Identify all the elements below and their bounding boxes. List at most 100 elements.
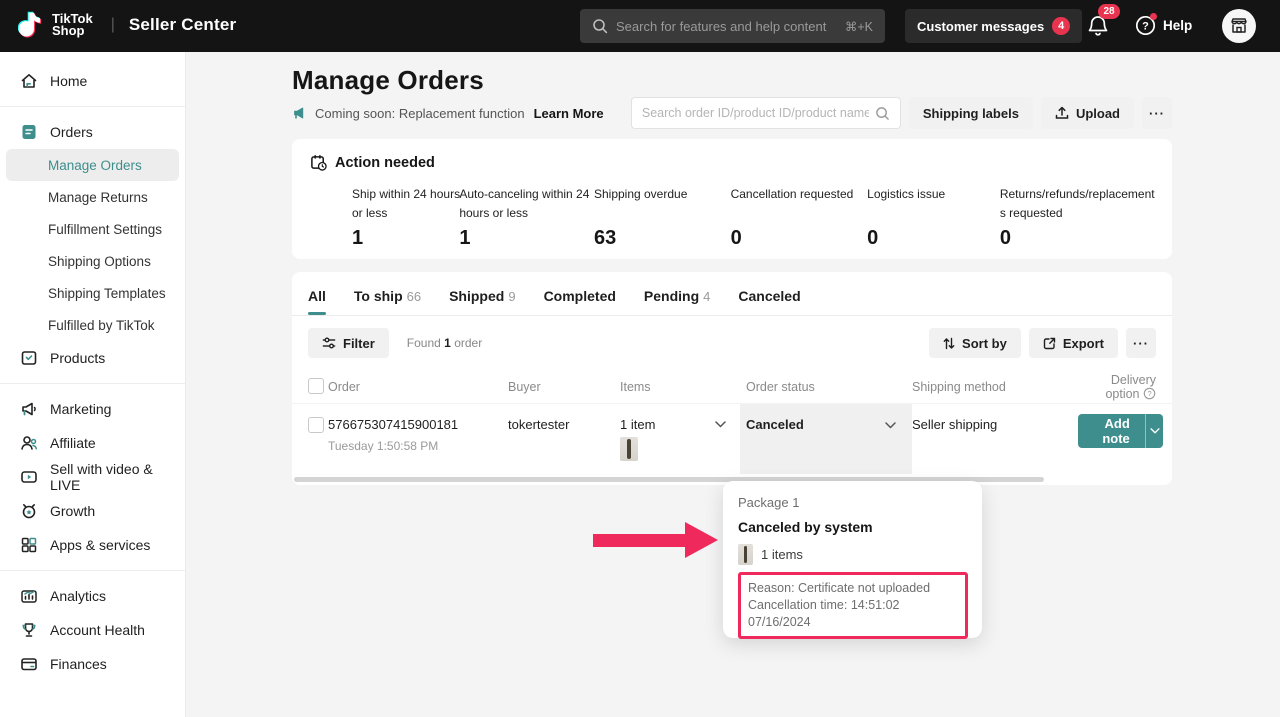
sidebar-label: Finances <box>50 656 107 672</box>
sidebar-divider <box>0 570 185 571</box>
sidebar: Home Orders Manage Orders Manage Returns… <box>0 52 186 717</box>
search-icon <box>593 19 608 34</box>
question-circle-icon[interactable]: ? <box>1143 387 1156 400</box>
stat-logistics-issue[interactable]: Logistics issue 0 <box>867 185 1000 250</box>
product-thumbnail[interactable] <box>620 437 638 461</box>
upload-button[interactable]: Upload <box>1040 97 1134 129</box>
export-button[interactable]: Export <box>1028 328 1118 358</box>
logo-divider: | <box>110 16 115 33</box>
help-button[interactable]: ? Help <box>1135 13 1192 36</box>
column-buyer: Buyer <box>508 379 541 394</box>
tab-label: All <box>308 288 326 304</box>
customer-messages-button[interactable]: Customer messages 4 <box>905 9 1083 43</box>
stat-label: Shipping overdue <box>593 187 688 201</box>
sidebar-label: Account Health <box>50 622 145 638</box>
stat-label: Cancellation requested <box>730 187 854 201</box>
sidebar-sub-label: Shipping Templates <box>48 285 166 301</box>
sidebar-item-fulfillment-settings[interactable]: Fulfillment Settings <box>6 213 179 245</box>
items-cell[interactable]: 1 item <box>620 404 740 461</box>
sidebar-item-shipping-templates[interactable]: Shipping Templates <box>6 277 179 309</box>
sidebar-item-sell-with-video-live[interactable]: Sell with video & LIVE <box>0 460 185 494</box>
search-icon <box>876 106 889 120</box>
sidebar-item-account-health[interactable]: Account Health <box>0 613 185 647</box>
stat-cancellation-requested[interactable]: Cancellation requested 0 <box>731 185 868 250</box>
customer-messages-badge: 4 <box>1052 17 1071 35</box>
tab-all[interactable]: All <box>308 288 326 315</box>
chevron-down-icon[interactable] <box>885 422 896 429</box>
order-search-input[interactable] <box>641 106 869 120</box>
filter-button[interactable]: Filter <box>308 328 389 358</box>
tab-to-ship[interactable]: To ship 66 <box>354 288 421 315</box>
shipping-labels-button[interactable]: Shipping labels <box>908 97 1033 129</box>
chevron-down-icon[interactable] <box>715 421 726 428</box>
export-icon <box>1043 337 1056 349</box>
logo-line1: TikTok <box>52 10 93 26</box>
stat-shipping-overdue[interactable]: Shipping overdue 63 <box>594 185 731 250</box>
sidebar-item-manage-orders[interactable]: Manage Orders <box>6 149 179 181</box>
notifications-bell-icon[interactable] <box>1086 14 1110 38</box>
found-orders-text: Found 1 order <box>406 336 483 350</box>
column-shipping-method: Shipping method <box>912 379 1006 394</box>
stat-returns-refunds[interactable]: Returns/refunds/replacements requested 0 <box>1000 185 1155 250</box>
stat-ship-within-24h[interactable]: Ship within 24 hours or less 1 <box>352 185 460 250</box>
toolbar-more-button[interactable]: ··· <box>1126 328 1156 358</box>
product-thumbnail <box>738 544 753 565</box>
sidebar-label: Marketing <box>50 401 112 417</box>
order-id[interactable]: 576675307415900181 <box>328 417 459 432</box>
sort-by-button[interactable]: Sort by <box>929 328 1021 358</box>
sidebar-item-growth[interactable]: Growth <box>0 494 185 528</box>
sidebar-item-shipping-options[interactable]: Shipping Options <box>6 245 179 277</box>
stat-label: Ship within 24 hours or less <box>352 187 461 220</box>
package-items-count: 1 items <box>761 547 803 562</box>
shop-profile-button[interactable] <box>1222 9 1256 43</box>
learn-more-link[interactable]: Learn More <box>533 105 604 121</box>
package-items[interactable]: 1 items <box>738 544 968 565</box>
sidebar-item-apps-services[interactable]: Apps & services <box>0 528 185 562</box>
sidebar-item-fulfilled-by-tiktok[interactable]: Fulfilled by TikTok <box>6 309 179 341</box>
topbar: TikTok Shop | Seller Center ⌘+K Customer… <box>0 0 1280 52</box>
page-title: Manage Orders <box>292 65 484 95</box>
sidebar-item-analytics[interactable]: Analytics <box>0 579 185 613</box>
buyer-name[interactable]: tokertester <box>508 417 570 432</box>
tab-count: 66 <box>406 289 422 304</box>
sidebar-sub-label: Manage Orders <box>48 157 142 173</box>
sidebar-item-orders[interactable]: Orders <box>0 115 185 149</box>
tab-pending[interactable]: Pending 4 <box>644 288 710 315</box>
sidebar-item-manage-returns[interactable]: Manage Returns <box>6 181 179 213</box>
svg-text:?: ? <box>1142 21 1149 33</box>
tiktok-shop-logo[interactable]: TikTok Shop | Seller Center <box>18 10 236 40</box>
add-note-dropdown[interactable] <box>1144 414 1164 448</box>
tab-label: Canceled <box>738 288 801 304</box>
help-icon: ? <box>1135 15 1156 36</box>
button-label: Export <box>1062 335 1104 351</box>
global-search[interactable]: ⌘+K <box>580 9 885 43</box>
order-row[interactable]: 576675307415900181 Tuesday 1:50:58 PM to… <box>292 404 1172 474</box>
select-all-checkbox[interactable] <box>308 378 324 395</box>
order-search[interactable] <box>630 97 901 129</box>
sidebar-label: Products <box>50 350 106 366</box>
cancellation-time: Cancellation time: 14:51:02 07/16/2024 <box>748 597 900 629</box>
shipping-method: Seller shipping <box>912 417 998 432</box>
sidebar-label: Sell with video & LIVE <box>50 461 153 493</box>
app-name: Seller Center <box>128 15 237 34</box>
tab-label: To ship <box>353 288 403 304</box>
tab-canceled[interactable]: Canceled <box>738 288 800 315</box>
tab-completed[interactable]: Completed <box>544 288 616 315</box>
horizontal-scrollbar[interactable] <box>294 477 1044 482</box>
header-more-button[interactable]: ··· <box>1142 97 1172 129</box>
add-note-split-button[interactable]: Add note <box>1078 414 1164 448</box>
action-needed-title: Action needed <box>335 154 435 171</box>
sidebar-item-finances[interactable]: Finances <box>0 647 185 681</box>
global-search-input[interactable] <box>616 18 837 34</box>
sidebar-item-home[interactable]: Home <box>0 64 185 98</box>
order-status-cell[interactable]: Canceled <box>740 404 912 474</box>
logo-line2: Shop <box>52 23 85 38</box>
sidebar-item-marketing[interactable]: Marketing <box>0 392 185 426</box>
tab-shipped[interactable]: Shipped 9 <box>449 288 515 315</box>
add-note-button[interactable]: Add note <box>1078 414 1145 448</box>
sidebar-item-affiliate[interactable]: Affiliate <box>0 426 185 460</box>
row-checkbox[interactable] <box>308 417 324 433</box>
sidebar-label: Analytics <box>50 588 107 604</box>
stat-auto-canceling[interactable]: Auto-canceling within 24 hours or less 1 <box>459 185 594 250</box>
sidebar-item-products[interactable]: Products <box>0 341 185 375</box>
